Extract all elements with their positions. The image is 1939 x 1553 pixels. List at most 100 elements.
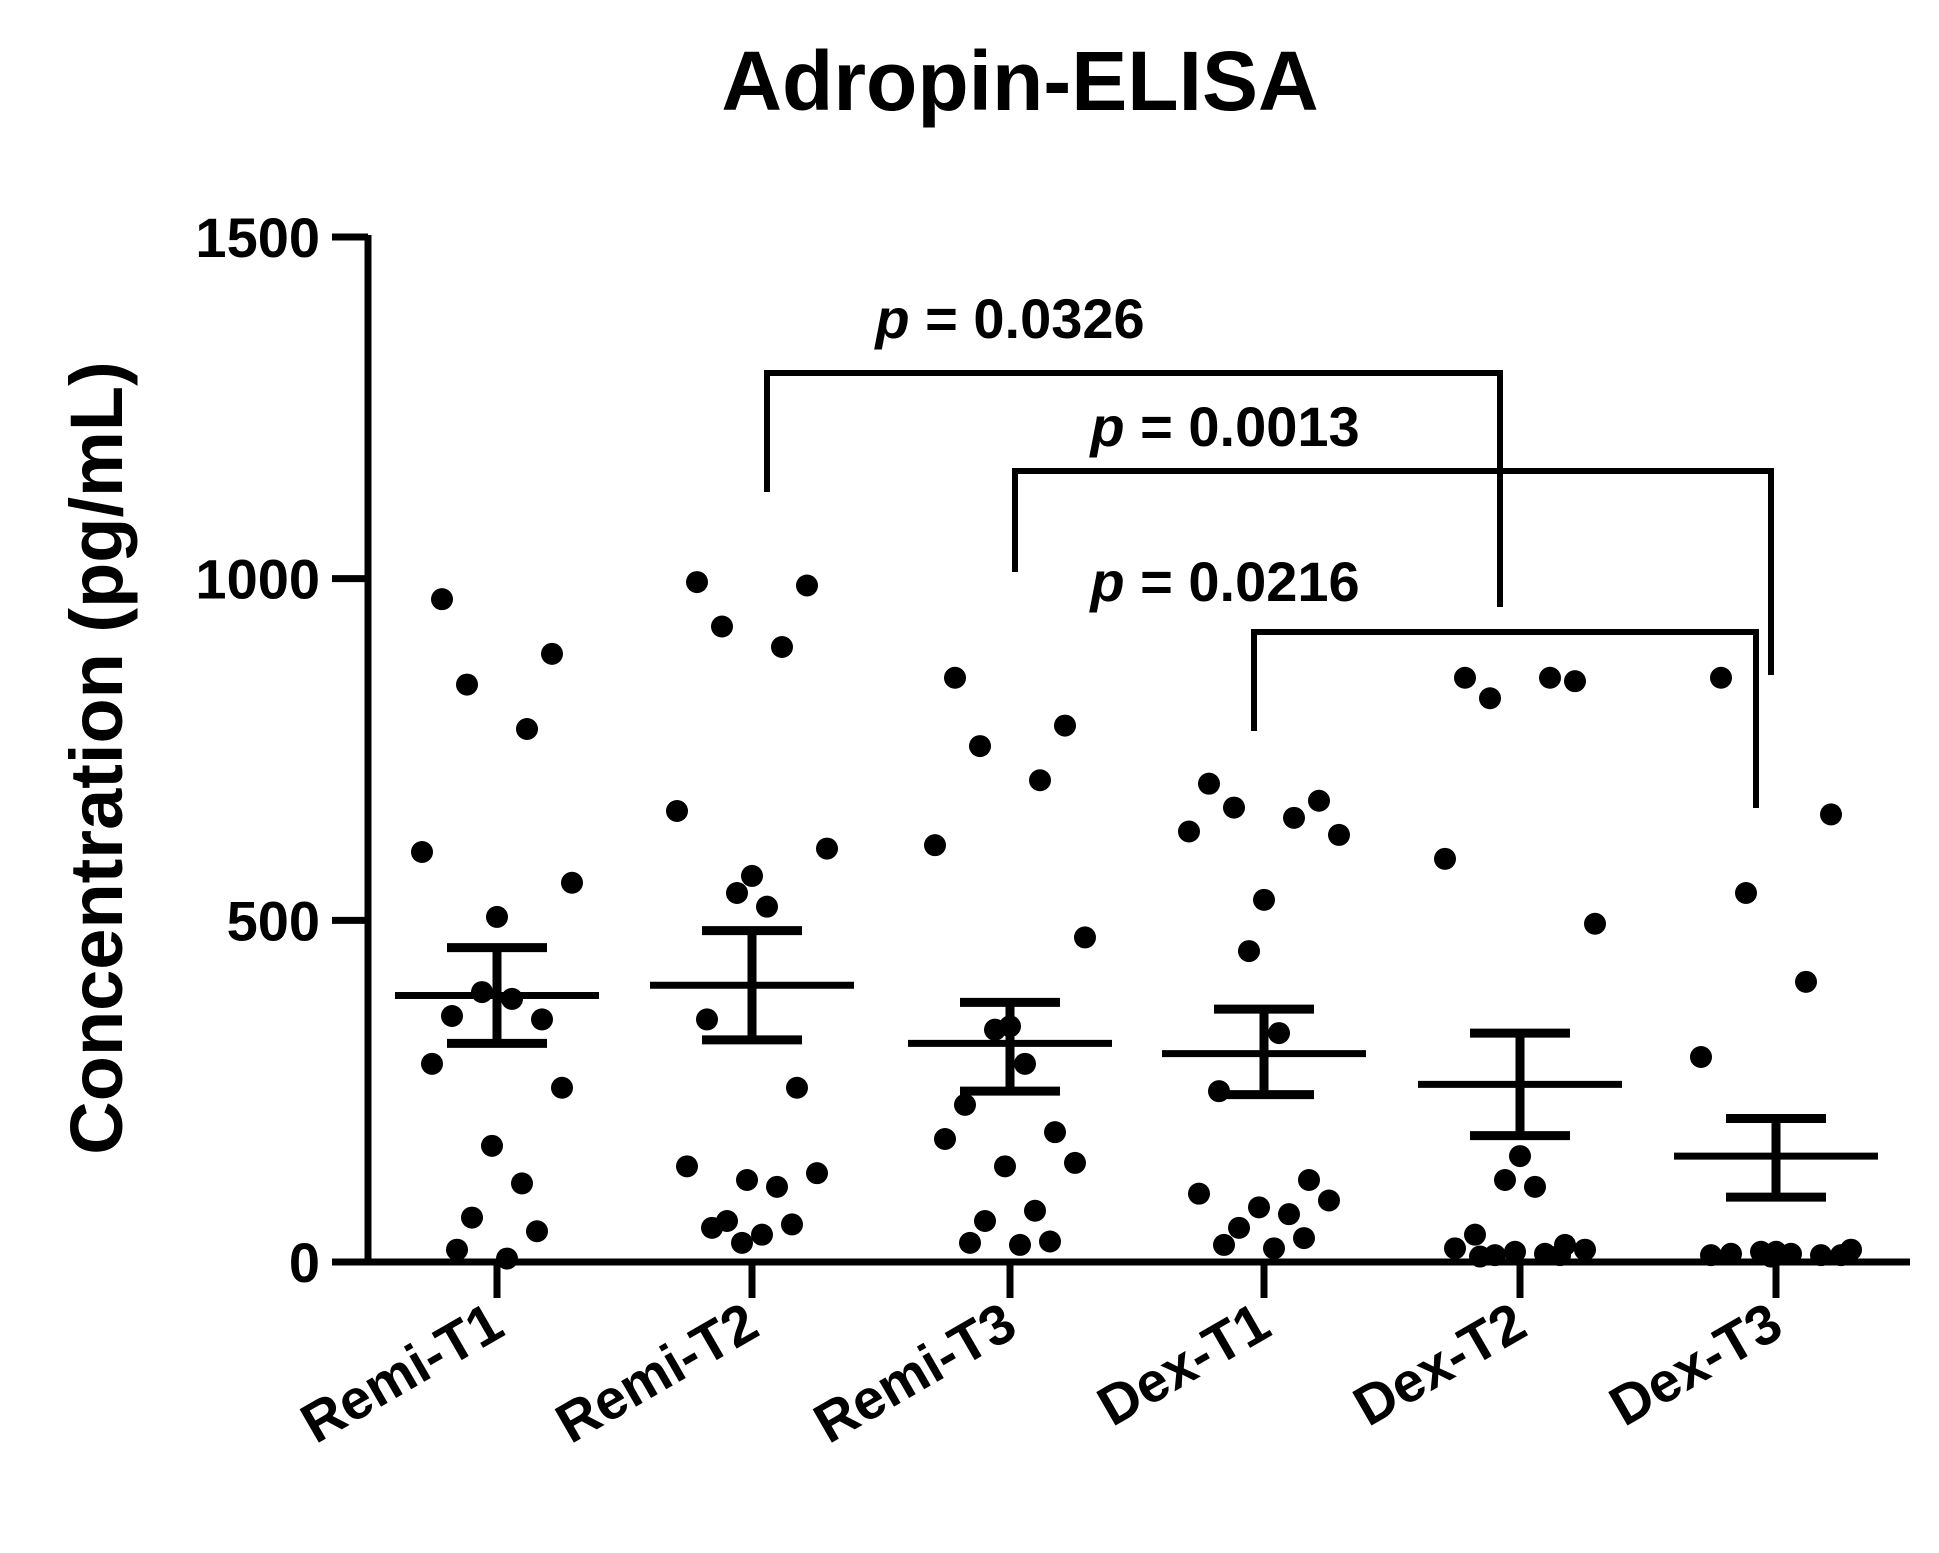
x-tick-label: Remi-T1 — [290, 1290, 513, 1455]
data-point — [1509, 1145, 1531, 1168]
data-point — [1044, 1121, 1066, 1144]
data-point — [1253, 888, 1275, 911]
y-tick-label: 1000 — [195, 548, 320, 611]
data-point — [1524, 1175, 1546, 1198]
data-point — [1328, 823, 1350, 846]
data-point — [1444, 1237, 1466, 1260]
data-point — [1024, 1199, 1046, 1222]
data-point — [1780, 1242, 1802, 1265]
data-point — [1009, 1233, 1031, 1256]
x-tick-label: Remi-T3 — [803, 1290, 1026, 1455]
data-point — [441, 1005, 463, 1027]
data-point — [771, 636, 793, 658]
data-point — [1434, 847, 1456, 870]
data-point — [511, 1172, 533, 1195]
y-axis-ticks: 0 500 1000 1500 — [195, 206, 368, 1294]
data-point — [994, 1155, 1016, 1178]
y-tick-label: 500 — [227, 889, 320, 952]
data-point — [1248, 1196, 1270, 1219]
p-value-label: p = 0.0013 — [1088, 395, 1359, 458]
data-point — [541, 642, 563, 665]
data-point — [934, 1128, 956, 1150]
data-point — [1494, 1169, 1516, 1191]
data-point — [711, 615, 733, 638]
data-point — [456, 673, 478, 696]
data-point — [786, 1076, 808, 1099]
data-point — [984, 1018, 1006, 1041]
data-point — [1178, 820, 1200, 843]
data-point — [496, 1247, 518, 1270]
x-axis-ticks: Remi-T1 Remi-T2 Remi-T3 Dex-T1 Dex-T2 Dex-T3 — [290, 1262, 1792, 1455]
axes — [364, 235, 1910, 1266]
data-point — [1820, 803, 1842, 826]
data-point — [551, 1076, 573, 1099]
data-point — [806, 1162, 828, 1185]
data-point — [1318, 1189, 1340, 1212]
data-point — [1223, 796, 1245, 819]
data-point — [1238, 940, 1260, 963]
significance-brackets: p = 0.0326 p = 0.0013 p = 0.0216 — [764, 287, 1774, 808]
data-point — [974, 1210, 996, 1232]
significance-bracket — [1251, 629, 1759, 808]
data-point — [781, 1213, 803, 1236]
data-point — [1549, 1244, 1571, 1267]
y-axis-label: Concentration (pg/mL) — [55, 361, 138, 1154]
data-point — [486, 905, 508, 928]
significance-bracket — [1012, 468, 1774, 675]
data-point — [481, 1134, 503, 1157]
data-point — [676, 1155, 698, 1178]
data-point — [1504, 1240, 1526, 1263]
data-point — [796, 574, 818, 597]
data-point — [726, 882, 748, 904]
data-point — [701, 1216, 723, 1239]
data-point — [969, 735, 991, 758]
data-points — [411, 571, 1862, 1270]
data-point — [1454, 666, 1476, 689]
x-tick-label: Dex-T2 — [1343, 1290, 1536, 1438]
data-point — [1268, 1022, 1290, 1045]
data-point — [1469, 1245, 1491, 1268]
data-point — [1293, 1227, 1315, 1250]
data-point — [1539, 666, 1561, 689]
data-point — [1263, 1237, 1285, 1260]
data-point — [1735, 882, 1757, 904]
data-point — [1700, 1244, 1722, 1267]
data-point — [766, 1175, 788, 1198]
x-tick-label: Remi-T2 — [545, 1290, 768, 1455]
data-point — [944, 666, 966, 689]
data-point — [1014, 1052, 1036, 1075]
data-point — [741, 864, 763, 887]
data-point — [756, 895, 778, 918]
data-point — [924, 834, 946, 857]
data-point — [1574, 1238, 1596, 1261]
data-point — [421, 1052, 443, 1075]
data-point — [666, 800, 688, 822]
significance-bracket — [764, 370, 1503, 607]
data-point — [1795, 970, 1817, 993]
data-point — [516, 718, 538, 740]
data-point — [1830, 1244, 1852, 1267]
data-point — [1039, 1230, 1061, 1253]
x-tick-label: Dex-T1 — [1087, 1290, 1280, 1438]
data-point — [816, 837, 838, 860]
data-point — [1283, 806, 1305, 829]
data-point — [1479, 687, 1501, 710]
data-point — [959, 1231, 981, 1254]
data-point — [1564, 670, 1586, 693]
data-point — [1464, 1223, 1486, 1246]
p-value-label: p = 0.0326 — [873, 287, 1144, 350]
data-point — [1029, 769, 1051, 792]
y-tick-label: 0 — [289, 1231, 320, 1294]
data-point — [751, 1223, 773, 1246]
data-point — [686, 571, 708, 594]
x-tick-label: Dex-T3 — [1599, 1290, 1792, 1438]
data-point — [411, 841, 433, 863]
data-point — [1760, 1245, 1782, 1268]
data-point — [1308, 789, 1330, 812]
chart-title: Adropin-ELISA — [721, 34, 1318, 128]
data-point — [1720, 1242, 1742, 1265]
data-point — [431, 588, 453, 611]
data-point — [1188, 1182, 1210, 1205]
data-point — [526, 1220, 548, 1243]
